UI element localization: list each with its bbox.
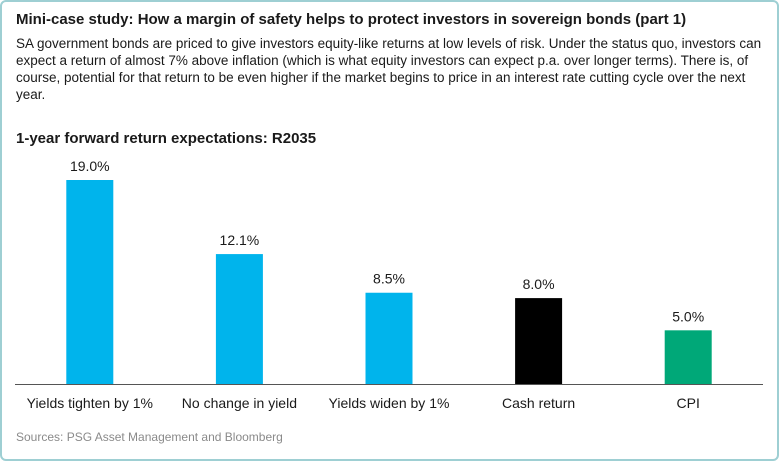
category-label-5: CPI (677, 395, 700, 411)
data-label-4: 8.0% (523, 276, 555, 292)
data-label-1: 19.0% (70, 158, 110, 174)
data-label-2: 12.1% (220, 232, 260, 248)
case-study-title: Mini-case study: How a margin of safety … (16, 11, 687, 28)
bar-4 (515, 298, 563, 384)
category-label-2: No change in yield (182, 395, 297, 411)
bar-2 (215, 254, 263, 384)
bar-3 (365, 292, 413, 384)
category-label-1: Yields tighten by 1% (27, 395, 153, 411)
source-note: Sources: PSG Asset Management and Bloomb… (16, 430, 283, 444)
bar-5 (664, 330, 712, 384)
category-label-4: Cash return (502, 395, 575, 411)
data-label-5: 5.0% (672, 308, 704, 324)
case-study-description: SA government bonds are priced to give i… (16, 36, 762, 102)
bar-1 (66, 180, 114, 384)
data-label-3: 8.5% (373, 271, 405, 287)
chart-title: 1-year forward return expectations: R203… (16, 130, 317, 147)
category-label-3: Yields widen by 1% (329, 395, 450, 411)
